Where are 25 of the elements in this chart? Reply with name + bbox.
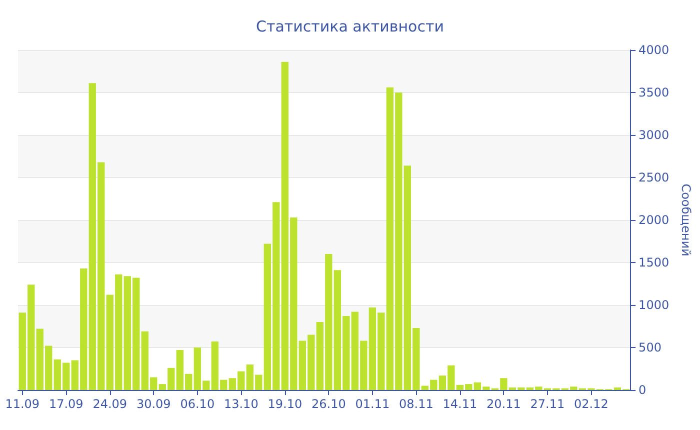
chart-title: Статистика активности — [256, 18, 444, 36]
y-tick-label: 0 — [638, 383, 646, 397]
x-tick-label: 14.11 — [442, 397, 478, 411]
x-tick-label: 13.10 — [224, 397, 258, 411]
y-tick-label: 500 — [638, 340, 662, 354]
x-tick-label: 06.10 — [180, 397, 215, 411]
x-tick-label: 26.10 — [311, 397, 346, 411]
y-tick-label: 3000 — [638, 128, 670, 142]
x-tick-label: 11.09 — [5, 397, 40, 411]
y-tick-label: 2000 — [638, 213, 670, 227]
x-tick-label: 24.09 — [92, 397, 128, 411]
x-tick-label: 30.09 — [136, 397, 171, 411]
x-tick-label: 19.10 — [268, 397, 302, 411]
x-tick-label: 17.09 — [48, 397, 84, 411]
x-tick-label: 02.12 — [574, 397, 608, 411]
y-axis-title: Сообщений — [679, 184, 693, 256]
x-tick-label: 20.11 — [486, 397, 521, 411]
x-tick-label: 27.11 — [530, 397, 565, 411]
y-tick-label: 4000 — [638, 43, 670, 57]
y-tick-label: 2500 — [638, 170, 670, 184]
y-tick-label: 1500 — [638, 256, 670, 270]
y-tick-label: 1000 — [638, 298, 670, 312]
x-tick-label: 08.11 — [398, 397, 434, 411]
x-tick-label: 01.11 — [355, 397, 390, 411]
y-tick-label: 3500 — [638, 86, 670, 100]
